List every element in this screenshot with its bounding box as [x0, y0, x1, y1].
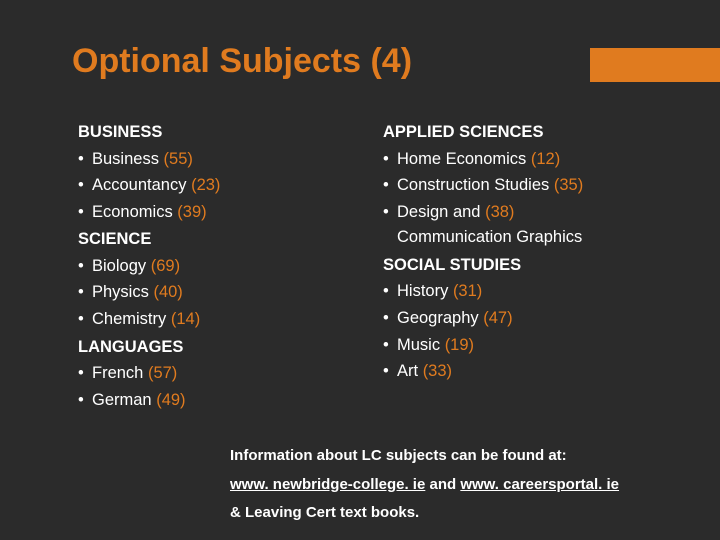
- list-item: •German (49): [78, 388, 383, 414]
- footer-link-1[interactable]: www. newbridge-college. ie: [230, 476, 425, 493]
- footer-line-3: & Leaving Cert text books.: [230, 499, 619, 528]
- item-label: Art: [397, 362, 418, 380]
- list-item: •Accountancy (23): [78, 173, 383, 199]
- content-columns: BUSINESS •Business (55) •Accountancy (23…: [78, 118, 680, 413]
- left-column: BUSINESS •Business (55) •Accountancy (23…: [78, 118, 383, 413]
- item-label: Design and: [397, 203, 480, 221]
- item-count: (39): [177, 203, 206, 221]
- list-item: •Biology (69): [78, 254, 383, 280]
- item-label: History: [397, 282, 448, 300]
- item-count: (38): [485, 203, 514, 221]
- item-label: German: [92, 391, 152, 409]
- footer-line-1: Information about LC subjects can be fou…: [230, 442, 619, 471]
- list-item: •Business (55): [78, 147, 383, 173]
- item-count: (40): [153, 283, 182, 301]
- item-count: (14): [171, 310, 200, 328]
- item-count: (12): [531, 150, 560, 168]
- list-item: •Design and (38)Communication Graphics: [383, 200, 680, 251]
- item-label-cont: Communication Graphics: [397, 228, 582, 246]
- item-count: (55): [164, 150, 193, 168]
- item-label: Music: [397, 336, 440, 354]
- item-label: Geography: [397, 309, 479, 327]
- item-count: (49): [156, 391, 185, 409]
- list-item: •Physics (40): [78, 280, 383, 306]
- item-label: French: [92, 364, 143, 382]
- footer-line-2: www. newbridge-college. ie and www. care…: [230, 471, 619, 500]
- item-count: (23): [191, 176, 220, 194]
- list-item: •History (31): [383, 279, 680, 305]
- heading-science: SCIENCE: [78, 227, 383, 253]
- item-label: Biology: [92, 257, 146, 275]
- list-item: •Chemistry (14): [78, 307, 383, 333]
- item-count: (19): [445, 336, 474, 354]
- item-label: Chemistry: [92, 310, 166, 328]
- item-count: (31): [453, 282, 482, 300]
- footer-link-2[interactable]: www. careersportal. ie: [460, 476, 619, 493]
- item-label: Home Economics: [397, 150, 526, 168]
- list-item: •Economics (39): [78, 200, 383, 226]
- footer-and: and: [425, 476, 460, 493]
- list-item: •Geography (47): [383, 306, 680, 332]
- list-item: •Construction Studies (35): [383, 173, 680, 199]
- item-count: (69): [151, 257, 180, 275]
- list-item: •French (57): [78, 361, 383, 387]
- list-item: •Art (33): [383, 359, 680, 385]
- heading-applied-sciences: APPLIED SCIENCES: [383, 120, 680, 146]
- list-item: •Music (19): [383, 333, 680, 359]
- item-label: Economics: [92, 203, 173, 221]
- item-label: Accountancy: [92, 176, 186, 194]
- footer-info: Information about LC subjects can be fou…: [230, 442, 619, 528]
- item-label: Business: [92, 150, 159, 168]
- accent-bar: [590, 48, 720, 82]
- heading-business: BUSINESS: [78, 120, 383, 146]
- heading-languages: LANGUAGES: [78, 335, 383, 361]
- page-title: Optional Subjects (4): [72, 42, 412, 81]
- item-count: (35): [554, 176, 583, 194]
- item-label: Construction Studies: [397, 176, 549, 194]
- item-count: (47): [483, 309, 512, 327]
- item-count: (57): [148, 364, 177, 382]
- item-label: Physics: [92, 283, 149, 301]
- heading-social-studies: SOCIAL STUDIES: [383, 253, 680, 279]
- item-count: (33): [423, 362, 452, 380]
- right-column: APPLIED SCIENCES •Home Economics (12) •C…: [383, 118, 680, 413]
- list-item: •Home Economics (12): [383, 147, 680, 173]
